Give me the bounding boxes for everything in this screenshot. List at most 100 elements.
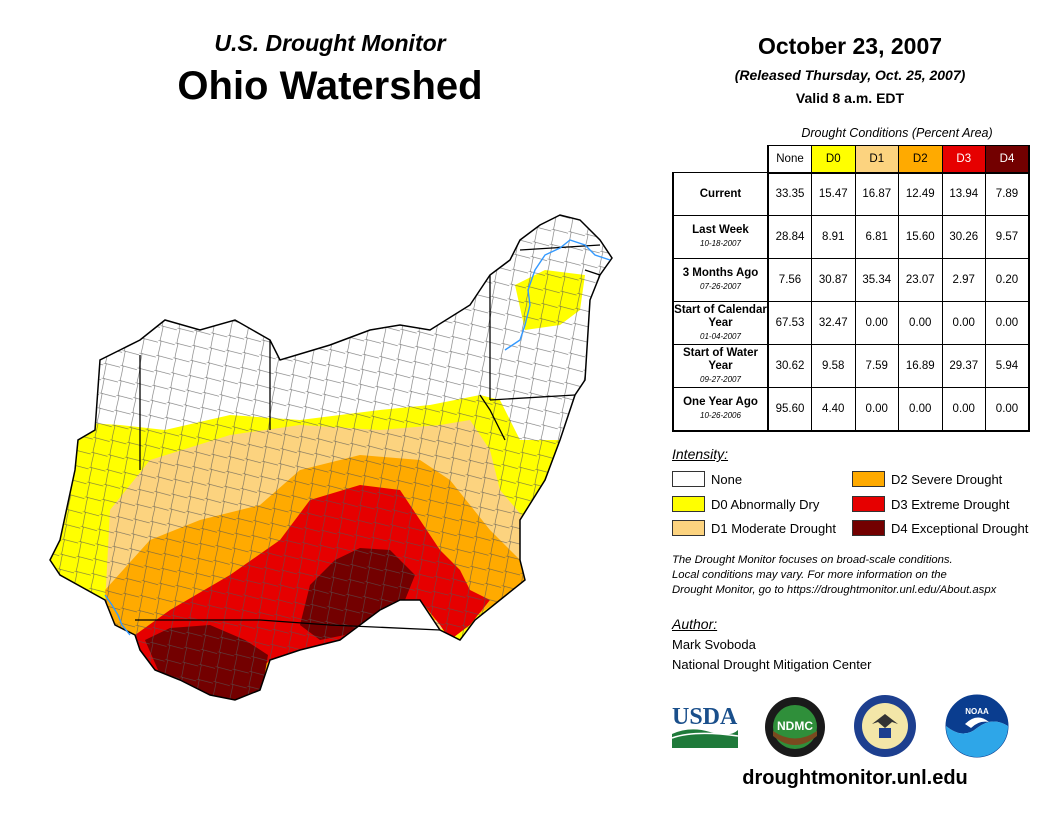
table-row: Current 33.35 15.47 16.87 12.49 13.94 7.89 xyxy=(672,172,1030,216)
legend-item-d4: D4 Exceptional Drought xyxy=(852,520,1028,536)
table-cell: 0.00 xyxy=(854,301,899,345)
legend-item-d0: D0 Abnormally Dry xyxy=(672,496,819,512)
legend-swatch xyxy=(852,496,885,512)
release-date: (Released Thursday, Oct. 25, 2007) xyxy=(734,67,966,83)
row-label-text: Start of Calendar Year xyxy=(674,303,767,329)
noaa-text: NOAA xyxy=(965,707,989,716)
legend-item-d3: D3 Extreme Drought xyxy=(852,496,1010,512)
table-cell: 7.56 xyxy=(767,258,812,302)
table-caption: Drought Conditions (Percent Area) xyxy=(801,126,993,140)
ndmc-text: NDMC xyxy=(777,719,813,733)
table-header-row: None D0 D1 D2 D3 D4 xyxy=(673,145,1030,174)
noaa-logo: NOAA xyxy=(945,694,1009,758)
legend-swatch xyxy=(852,471,885,487)
map-subtitle: U.S. Drought Monitor xyxy=(214,30,446,56)
table-cell: 15.60 xyxy=(898,215,943,259)
row-label: Current xyxy=(672,172,769,216)
legend-label: D0 Abnormally Dry xyxy=(711,496,820,512)
county-boundaries xyxy=(50,215,612,700)
table-cell: 30.26 xyxy=(941,215,986,259)
table-cell: 0.00 xyxy=(898,387,943,432)
row-label: Start of Calendar Year 01-04-2007 xyxy=(672,301,769,345)
legend-label: D4 Exceptional Drought xyxy=(891,520,1029,536)
col-header-d3: D3 xyxy=(941,145,986,174)
commerce-seal-logo xyxy=(854,695,916,757)
legend-label: D1 Moderate Drought xyxy=(711,520,837,536)
row-date: 09-27-2007 xyxy=(700,374,741,384)
drought-zones xyxy=(50,215,612,700)
legend-item-d1: D1 Moderate Drought xyxy=(672,520,836,536)
legend-swatch xyxy=(672,496,705,512)
legend-swatch xyxy=(672,520,705,536)
rivers xyxy=(104,239,611,636)
allegheny-river xyxy=(504,239,611,351)
row-date: 01-04-2007 xyxy=(700,331,741,341)
state-boundaries xyxy=(135,244,601,631)
table-cell: 67.53 xyxy=(767,301,812,345)
author-heading: Author: xyxy=(672,616,718,632)
legend-item-none: None xyxy=(672,471,742,487)
disclaimer-note: The Drought Monitor focuses on broad-sca… xyxy=(672,553,1042,598)
row-label: One Year Ago 10-26-2006 xyxy=(672,387,769,432)
valid-time: Valid 8 a.m. EDT xyxy=(795,90,905,106)
row-label-text: Start of Water Year xyxy=(683,346,758,372)
table-cell: 13.94 xyxy=(941,172,986,216)
note-line: The Drought Monitor focuses on broad-sca… xyxy=(672,554,953,566)
usda-logo: USDA xyxy=(671,704,739,748)
table-cell: 8.91 xyxy=(811,215,856,259)
table-cell: 2.97 xyxy=(941,258,986,302)
table-row: Last Week 10-18-2007 28.84 8.91 6.81 15.60 30.… xyxy=(672,215,1030,259)
table-cell: 0.00 xyxy=(898,301,943,345)
note-line: Local conditions may vary. For more info… xyxy=(672,569,947,581)
legend-swatch xyxy=(672,471,705,487)
row-label-text: 3 Months Ago xyxy=(682,267,759,279)
table-cell: 0.00 xyxy=(941,301,986,345)
legend-label: D2 Severe Drought xyxy=(891,471,1003,487)
col-header-d0: D0 xyxy=(811,145,856,174)
table-cell: 30.87 xyxy=(811,258,856,302)
map-title: Ohio Watershed xyxy=(177,64,483,108)
row-label-text: One Year Ago xyxy=(683,395,758,408)
legend-swatch xyxy=(852,520,885,536)
table-row: Start of Water Year 09-27-2007 30.62 9.58 7.… xyxy=(672,344,1030,388)
note-line[interactable]: Drought Monitor, go to https://droughtmo… xyxy=(672,584,997,596)
table-cell: 0.00 xyxy=(854,387,899,432)
table-cell: 0.00 xyxy=(985,387,1030,432)
row-label: Last Week 10-18-2007 xyxy=(672,215,769,259)
table-row: One Year Ago 10-26-2006 95.60 4.40 0.00 0.00 0… xyxy=(672,387,1030,432)
table-row: 3 Months Ago 07-26-2007 7.56 30.87 35.34 23.0… xyxy=(672,258,1030,302)
website-link[interactable]: droughtmonitor.unl.edu xyxy=(742,767,968,789)
table-row: Start of Calendar Year 01-04-2007 67.53 32.… xyxy=(672,301,1030,345)
drought-stats-table: None D0 D1 D2 D3 D4 Current 33.35 15.47 16.… xyxy=(672,145,1030,432)
author-organization: National Drought Mitigation Center xyxy=(672,657,872,672)
table-cell: 30.62 xyxy=(767,344,812,388)
col-header-none: None xyxy=(767,145,812,174)
author-name: Mark Svoboda xyxy=(672,637,756,652)
drought-map xyxy=(49,214,613,701)
table-cell: 95.60 xyxy=(767,387,812,432)
row-date: 10-18-2007 xyxy=(700,239,741,248)
legend-label: D3 Extreme Drought xyxy=(891,496,1010,512)
table-corner xyxy=(673,146,768,173)
table-cell: 0.00 xyxy=(941,387,986,432)
map-date: October 23, 2007 xyxy=(757,33,943,59)
legend-heading: Intensity: xyxy=(672,446,729,462)
table-cell: 16.87 xyxy=(854,172,899,216)
table-cell: 28.84 xyxy=(767,215,812,259)
table-cell: 7.59 xyxy=(854,344,899,388)
table-cell: 7.89 xyxy=(985,172,1030,216)
row-label-text: Last Week xyxy=(692,224,749,236)
row-label: Start of Water Year 09-27-2007 xyxy=(672,344,769,388)
col-header-d2: D2 xyxy=(898,145,943,174)
usda-text: USDA xyxy=(672,704,738,730)
row-label: 3 Months Ago 07-26-2007 xyxy=(672,258,769,302)
table-cell: 12.49 xyxy=(898,172,943,216)
table-cell: 0.20 xyxy=(985,258,1030,302)
watershed-outline xyxy=(49,214,613,701)
table-cell: 9.57 xyxy=(985,215,1030,259)
table-cell: 4.40 xyxy=(811,387,856,432)
row-label-text: Current xyxy=(699,187,742,200)
table-cell: 6.81 xyxy=(854,215,899,259)
table-cell: 16.89 xyxy=(898,344,943,388)
table-cell: 35.34 xyxy=(854,258,899,302)
